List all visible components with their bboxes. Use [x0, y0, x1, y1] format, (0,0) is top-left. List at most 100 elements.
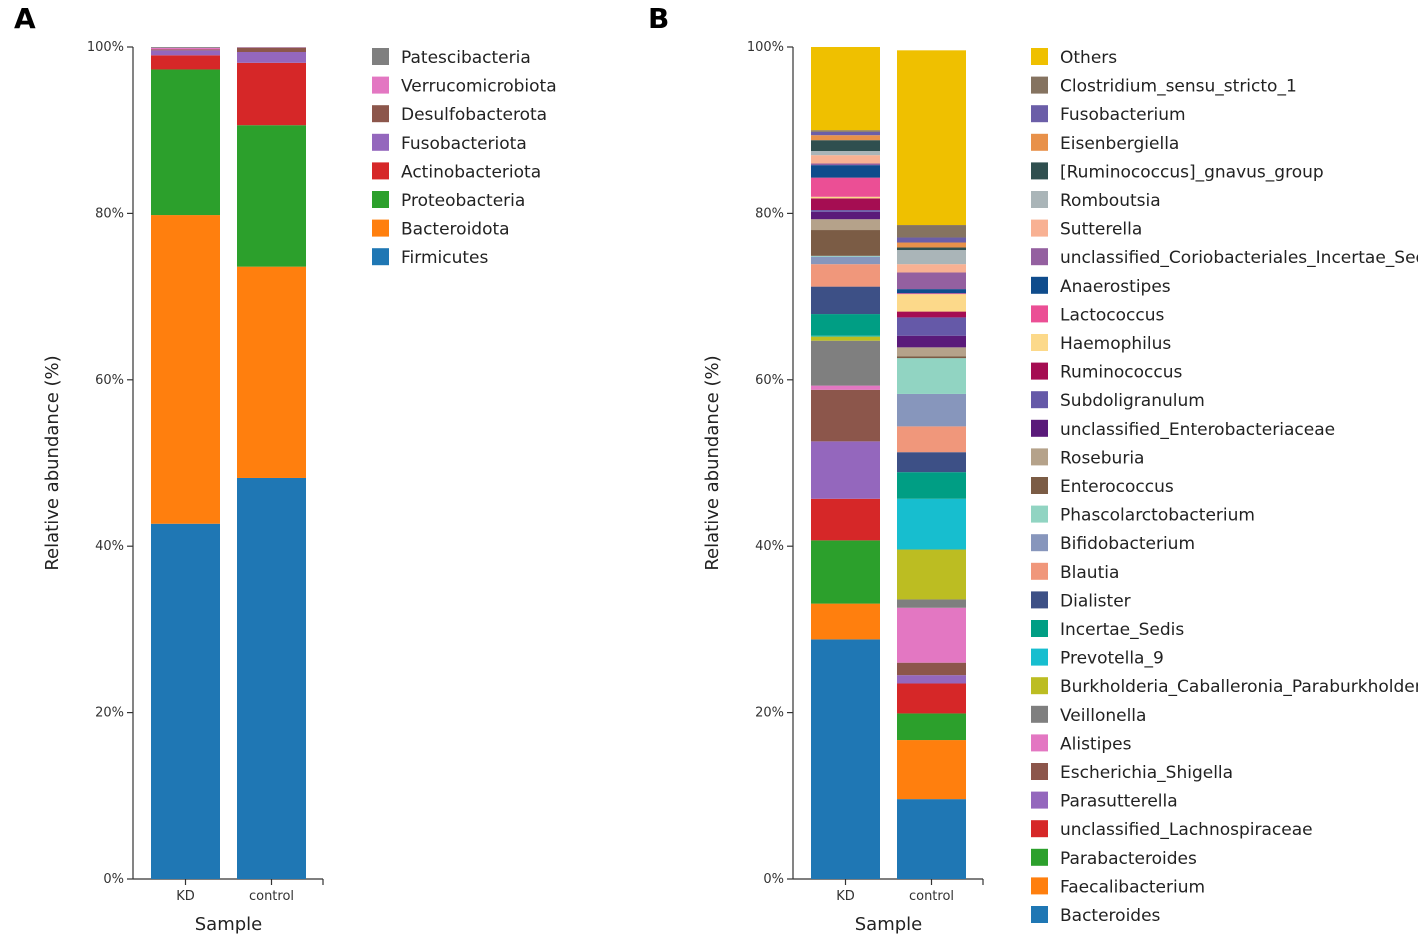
legend-label: Verrucomicrobiota	[401, 77, 557, 97]
bar-segment-control--ruminococcus-gnavus-group	[897, 247, 966, 251]
y-axis-title: Relative abundance (%)	[702, 355, 723, 570]
bar-segment-kd-others	[811, 47, 880, 131]
legend-label: unclassified_Lachnospiraceae	[1060, 820, 1313, 840]
legend-label: Others	[1060, 48, 1117, 68]
legend-label: Bifidobacterium	[1060, 534, 1195, 554]
bar-segment-control-faecalibacterium	[897, 740, 966, 800]
bar-segment-control-roseburia	[897, 347, 966, 357]
bar-segment-kd-bacteroides	[811, 639, 880, 879]
bar-segment-kd-burkholderia-caballeronia-paraburkholderia	[811, 336, 880, 341]
legend-label: Roseburia	[1060, 448, 1144, 468]
bar-segment-kd-unclassified-lachnospiraceae	[811, 498, 880, 541]
bar-segment-kd-fusobacterium	[811, 131, 880, 136]
bar-segment-kd-faecalibacterium	[811, 603, 880, 640]
bar-segment-control-unclassified-coriobacteriales-incertae-sedis	[897, 272, 966, 290]
bar-segment-kd-clostridium-sensu-stricto-1	[811, 130, 880, 132]
legend-label: Incertae_Sedis	[1060, 620, 1184, 640]
legend-label: [Ruminococcus]_gnavus_group	[1060, 162, 1324, 182]
bar-segment-kd-incertae-sedis	[811, 314, 880, 336]
bar-segment-control-subdoligranulum	[897, 317, 966, 336]
legend-swatch	[1031, 763, 1048, 780]
bar-segment-control-dialister	[897, 452, 966, 473]
legend-swatch	[372, 48, 389, 65]
bar-segment-kd-blautia	[811, 264, 880, 287]
legend-swatch	[1031, 562, 1048, 580]
bar-segment-control-sutterella	[897, 264, 966, 273]
legend-swatch	[1031, 477, 1048, 494]
legend-label: unclassified_Coriobacteriales_Incertae_S…	[1060, 248, 1418, 268]
bar-segment-kd-unclassified-enterobacteriaceae	[811, 211, 880, 220]
bar-segment-kd-anaerostipes	[811, 165, 880, 178]
bar-segment-kd-roseburia	[811, 219, 880, 231]
bar-segment-control-enterococcus	[897, 356, 966, 359]
legend-label: Parasutterella	[1060, 792, 1178, 812]
bar-segment-kd-desulfobacterota	[151, 49, 220, 51]
bar-segment-control-lactococcus	[897, 293, 966, 295]
legend-swatch	[1031, 705, 1048, 723]
legend-swatch	[372, 248, 389, 266]
legend-swatch	[1031, 448, 1048, 466]
bar-segment-kd-unclassified-coriobacteriales-incertae-sedis	[811, 163, 880, 166]
panel-b-chart: 0% 20% 40% 60% 80% 100% KD control Sample Relativ…	[702, 40, 1418, 935]
bar-segment-control-eisenbergiella	[897, 242, 966, 248]
bar-segment-control-parabacteroides	[897, 713, 966, 741]
bar-segment-kd-phascolarctobacterium	[811, 255, 880, 257]
legend-swatch	[1031, 591, 1048, 609]
legend-label: Eisenbergiella	[1060, 134, 1179, 154]
legend-swatch	[1031, 534, 1048, 552]
legend-swatch	[1031, 648, 1048, 666]
legend-swatch	[1031, 105, 1048, 123]
legend-label: Enterococcus	[1060, 477, 1174, 497]
legend-label: Alistipes	[1060, 734, 1132, 754]
legend-label: Actinobacteriota	[401, 162, 541, 182]
bar-segment-control-escherichia-shigella	[897, 662, 966, 676]
legend-swatch	[1031, 820, 1048, 838]
y-tick-label: 20%	[755, 706, 784, 721]
bar-segment-kd-actinobacteriota	[151, 55, 220, 70]
bar-segment-control-unclassified-lachnospiraceae	[897, 683, 966, 714]
x-category-label: KD	[836, 889, 855, 904]
legend-label: Veillonella	[1060, 706, 1146, 726]
y-tick-label: 80%	[755, 206, 784, 221]
bar-segment-kd-escherichia-shigella	[811, 389, 880, 442]
bar-segment-kd-lactococcus	[811, 177, 880, 197]
legend-label: Bacteroides	[1060, 906, 1161, 926]
x-category-label: control	[249, 889, 294, 904]
y-tick-label: 40%	[95, 539, 124, 554]
legend-label: Firmicutes	[401, 248, 488, 268]
bar-segment-control-fusobacterium	[897, 237, 966, 243]
legend-label: Patescibacteria	[401, 48, 531, 68]
bar-segment-control-bacteroidota	[237, 266, 306, 478]
legend-swatch	[1031, 877, 1048, 895]
bar-segment-control-clostridium-sensu-stricto-1	[897, 225, 966, 238]
legend-label: Fusobacterium	[1060, 105, 1186, 125]
legend-label: Dialister	[1060, 591, 1131, 611]
legend-label: Proteobacteria	[401, 191, 525, 211]
y-tick-label: 100%	[747, 40, 784, 55]
bar-segment-kd-firmicutes	[151, 523, 220, 879]
legend-label: Burkholderia_Caballeronia_Paraburkholder…	[1060, 677, 1418, 697]
bar-segment-control-blautia	[897, 426, 966, 453]
y-tick-label: 20%	[95, 706, 124, 721]
legend-swatch	[1031, 848, 1048, 866]
legend-swatch	[1031, 162, 1048, 180]
legend-label: Sutterella	[1060, 220, 1142, 240]
legend-label: Escherichia_Shigella	[1060, 763, 1233, 783]
legend-swatch	[1031, 419, 1048, 437]
legend-swatch	[1031, 620, 1048, 637]
legend-swatch	[1031, 791, 1048, 809]
y-tick-label: 0%	[103, 872, 124, 887]
bar-segment-control-veillonella	[897, 599, 966, 608]
y-tick-label: 80%	[95, 206, 124, 221]
bar-segment-control-phascolarctobacterium	[897, 358, 966, 394]
legend-label: Prevotella_9	[1060, 649, 1164, 669]
legend-swatch	[372, 105, 389, 123]
bar-segment-kd-parabacteroides	[811, 540, 880, 604]
bar-segment-control-parasutterella	[897, 675, 966, 684]
legend-label: Subdoligranulum	[1060, 391, 1205, 411]
y-tick-label: 60%	[95, 373, 124, 388]
bar-segment-kd-subdoligranulum	[811, 210, 880, 212]
legend-swatch	[1031, 133, 1048, 151]
panel-b-label: B	[648, 2, 669, 35]
